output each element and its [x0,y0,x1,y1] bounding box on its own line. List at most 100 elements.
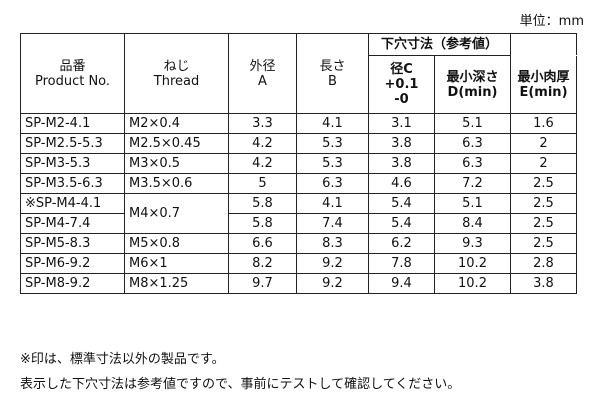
table-row: SP-M5-8.3 M5×0.8 6.6 8.3 6.2 9.3 2.5 [20,233,577,254]
cell-d: 5.1 [434,193,511,214]
cell-b: 9.2 [296,273,369,294]
cell-thread: M2×0.4 [124,113,229,134]
cell-b: 4.1 [296,193,369,214]
table-row: SP-M3.5-6.3 M3.5×0.6 5 6.3 4.6 7.2 2.5 [20,173,577,194]
header-blank [510,33,577,56]
footnotes: ※印は、標準寸法以外の製品です。 表示した下穴寸法は参考値ですので、事前にテスト… [20,347,460,397]
cell-a: 5 [228,173,297,194]
header-min-wall-ja: 最小肉厚 [517,69,570,85]
cell-b: 9.2 [296,253,369,274]
cell-e: 2.5 [510,213,577,234]
cell-b: 8.3 [296,233,369,254]
header-product: 品番 Product No. [20,33,125,114]
cell-product: SP-M2-4.1 [20,113,125,134]
cell-a: 4.2 [228,133,297,154]
header-diameter-c-line2: +0.1 [384,77,419,92]
cell-e: 2 [510,153,577,174]
unit-label: 単位：mm [519,14,584,29]
cell-thread: M8×1.25 [124,273,229,294]
cell-b: 4.1 [296,113,369,134]
cell-thread: M5×0.8 [124,233,229,254]
header-thread-en: Thread [153,73,200,89]
cell-c: 7.8 [368,253,435,274]
header-thread-ja: ねじ [163,58,190,74]
header-min-wall-en: E(min) [519,84,568,100]
cell-c: 5.4 [368,193,435,214]
cell-product: SP-M3.5-6.3 [20,173,125,194]
cell-e: 2 [510,133,577,154]
header-length-en: B [328,73,337,89]
cell-c: 4.6 [368,173,435,194]
cell-thread: M6×1 [124,253,229,274]
cell-product: ※SP-M4-4.1 [20,193,125,214]
table-row: SP-M2-4.1 M2×0.4 3.3 4.1 3.1 5.1 1.6 [20,113,577,134]
cell-thread: M3×0.5 [124,153,229,174]
header-length-ja: 長さ [319,58,346,74]
cell-e: 2.5 [510,173,577,194]
cell-a: 6.6 [228,233,297,254]
header-hole-group: 下穴寸法（参考値） [368,33,511,56]
cell-e: 2.8 [510,253,577,274]
table-row: SP-M3-5.3 M3×0.5 4.2 5.3 3.8 6.3 2 [20,153,577,174]
cell-thread: M2.5×0.45 [124,133,229,154]
cell-product: SP-M8-9.2 [20,273,125,294]
cell-d: 8.4 [434,213,511,234]
header-diameter-c: 径C +0.1 -0 [368,55,435,114]
header-diameter-c-line3: -0 [394,92,409,107]
header-min-depth-en: D(min) [447,84,498,100]
header-diameter-c-line1: 径C [390,62,413,77]
cell-thread: M4×0.7 [124,193,229,234]
cell-d: 10.2 [434,253,511,274]
header-outer-ja: 外径 [249,58,276,74]
cell-c: 5.4 [368,213,435,234]
cell-c: 3.8 [368,133,435,154]
cell-product: SP-M3-5.3 [20,153,125,174]
cell-a: 5.8 [228,193,297,214]
cell-c: 9.4 [368,273,435,294]
cell-a: 5.8 [228,213,297,234]
cell-c: 6.2 [368,233,435,254]
footnote-reference-values: 表示した下穴寸法は参考値ですので、事前にテストして確認してください。 [20,377,461,392]
cell-e: 3.8 [510,273,577,294]
table-row: ※SP-M4-4.1 M4×0.7 5.8 4.1 5.4 5.1 2.5 [20,193,577,234]
cell-c: 3.8 [368,153,435,174]
header-min-depth: 最小深さ D(min) [434,55,511,114]
cell-thread: M3.5×0.6 [124,173,229,194]
header-outer-en: A [258,73,267,89]
cell-d: 9.3 [434,233,511,254]
cell-d: 7.2 [434,173,511,194]
table-row: SP-M6-9.2 M6×1 8.2 9.2 7.8 10.2 2.8 [20,253,577,274]
table-row: SP-M8-9.2 M8×1.25 9.7 9.2 9.4 10.2 3.8 [20,273,577,294]
header-thread: ねじ Thread [124,33,229,114]
cell-d: 10.2 [434,273,511,294]
cell-product: SP-M5-8.3 [20,233,125,254]
cell-product: SP-M4-7.4 [20,213,125,234]
cell-b: 7.4 [296,213,369,234]
cell-b: 5.3 [296,133,369,154]
header-product-ja: 品番 [59,58,86,74]
cell-b: 5.3 [296,153,369,174]
cell-d: 6.3 [434,153,511,174]
cell-a: 8.2 [228,253,297,274]
table-row: SP-M2.5-5.3 M2.5×0.45 4.2 5.3 3.8 6.3 2 [20,133,577,154]
header-length: 長さ B [296,33,369,114]
cell-d: 5.1 [434,113,511,134]
cell-product: SP-M6-9.2 [20,253,125,274]
cell-c: 3.1 [368,113,435,134]
header-min-depth-ja: 最小深さ [446,69,499,85]
cell-e: 2.5 [510,193,577,214]
footnote-nonstandard: ※印は、標準寸法以外の製品です。 [20,352,225,367]
cell-e: 2.5 [510,233,577,254]
header-outer-diameter: 外径 A [228,33,297,114]
cell-a: 3.3 [228,113,297,134]
cell-product: SP-M2.5-5.3 [20,133,125,154]
header-min-wall: 最小肉厚 E(min) [510,55,577,114]
cell-b: 6.3 [296,173,369,194]
table-row: SP-M4-7.4 5.8 7.4 5.4 8.4 2.5 [20,213,577,234]
cell-a: 4.2 [228,153,297,174]
cell-a: 9.7 [228,273,297,294]
header-product-en: Product No. [34,73,111,89]
cell-e: 1.6 [510,113,577,134]
cell-d: 6.3 [434,133,511,154]
spec-table: 品番 Product No. ねじ Thread 外径 A 長さ B 下穴寸法（… [20,33,577,294]
